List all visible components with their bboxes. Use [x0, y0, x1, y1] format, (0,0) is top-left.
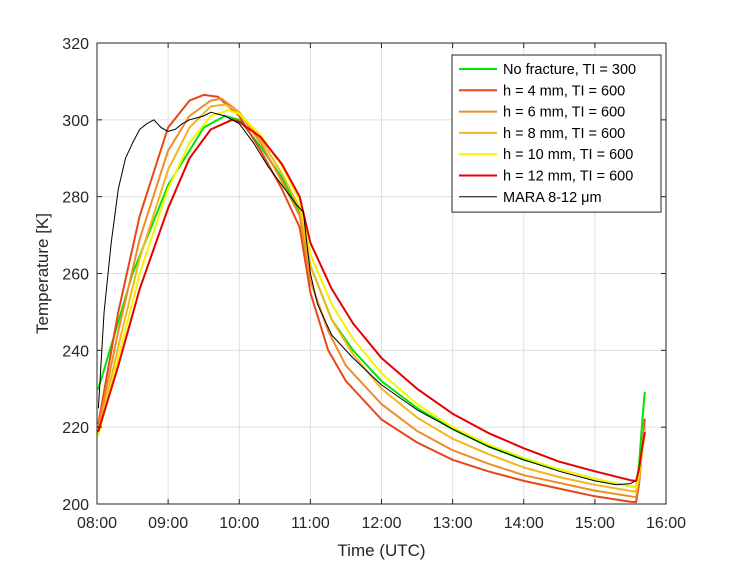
series-line-5 — [97, 109, 646, 489]
x-tick-label: 13:00 — [433, 515, 473, 532]
series-line-7 — [97, 111, 635, 486]
series-line-4 — [97, 103, 646, 493]
series-line-3 — [97, 97, 646, 499]
legend-label: MARA 8-12 μm — [503, 190, 602, 206]
y-tick-label: 260 — [62, 267, 89, 284]
x-tick-label: 08:00 — [77, 515, 117, 532]
y-tick-label: 220 — [62, 420, 89, 437]
x-tick-label: 16:00 — [646, 515, 686, 532]
x-tick-label: 09:00 — [148, 515, 188, 532]
y-tick-label: 300 — [62, 113, 89, 130]
y-tick-label: 280 — [62, 190, 89, 207]
x-tick-label: 12:00 — [361, 515, 401, 532]
x-tick-label: 14:00 — [504, 515, 544, 532]
y-tick-label: 320 — [62, 36, 89, 53]
series-layer — [97, 93, 646, 504]
x-tick-label: 10:00 — [219, 515, 259, 532]
y-tick-label: 200 — [62, 497, 89, 514]
legend-label: No fracture, TI = 300 — [503, 62, 636, 78]
y-axis-label: Temperature [K] — [33, 213, 52, 334]
x-axis-label: Time (UTC) — [337, 541, 425, 560]
y-tick-label: 240 — [62, 343, 89, 360]
legend-label: h = 10 mm, TI = 600 — [503, 147, 633, 163]
x-tick-label: 11:00 — [291, 515, 330, 532]
axis-ticks: 08:00 09:00 10:00 11:00 12:00 13:00 14:00 15:00… — [62, 36, 686, 532]
legend: No fracture, TI = 300 h = 4 mm, TI = 600 h… — [451, 54, 662, 213]
legend-label: h = 8 mm, TI = 600 — [503, 126, 625, 142]
series-line-2 — [97, 93, 646, 504]
legend-label: h = 4 mm, TI = 600 — [503, 83, 625, 99]
legend-label: h = 12 mm, TI = 600 — [503, 169, 633, 185]
x-tick-label: 15:00 — [575, 515, 615, 532]
legend-label: h = 6 mm, TI = 600 — [503, 105, 625, 121]
series-line-6 — [97, 118, 646, 482]
